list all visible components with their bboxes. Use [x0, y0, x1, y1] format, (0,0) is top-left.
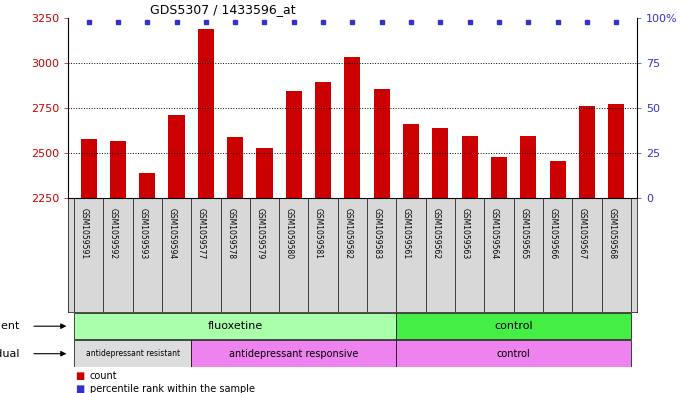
Bar: [197, 29, 214, 198]
Text: ■: ■: [75, 371, 84, 381]
Bar: [345, 57, 360, 198]
Bar: [403, 124, 419, 198]
Text: GSM1059581: GSM1059581: [314, 208, 323, 259]
Text: GSM1059593: GSM1059593: [138, 208, 147, 259]
Bar: [110, 141, 126, 198]
Text: control: control: [494, 321, 533, 331]
Bar: [257, 148, 272, 198]
Text: control: control: [496, 349, 530, 359]
Text: GSM1059591: GSM1059591: [80, 208, 89, 259]
Bar: [608, 103, 624, 198]
Text: count: count: [90, 371, 118, 381]
Text: GSM1059567: GSM1059567: [578, 208, 587, 259]
Bar: [432, 128, 448, 198]
Text: GSM1059562: GSM1059562: [431, 208, 441, 259]
Bar: [491, 157, 507, 198]
Text: GSM1059582: GSM1059582: [343, 208, 353, 259]
Text: antidepressant responsive: antidepressant responsive: [229, 349, 358, 359]
Bar: [579, 106, 595, 198]
Bar: [286, 91, 302, 198]
Text: GSM1059568: GSM1059568: [607, 208, 616, 259]
Bar: [227, 137, 243, 198]
Text: agent: agent: [0, 321, 20, 331]
Bar: [191, 340, 396, 367]
Text: GSM1059594: GSM1059594: [168, 208, 176, 259]
Text: individual: individual: [0, 349, 20, 359]
Text: antidepressant resistant: antidepressant resistant: [86, 349, 180, 358]
Text: GSM1059564: GSM1059564: [490, 208, 499, 259]
Text: GSM1059592: GSM1059592: [109, 208, 118, 259]
Text: ■: ■: [75, 384, 84, 393]
Bar: [520, 136, 537, 198]
Bar: [374, 89, 390, 198]
Text: GSM1059561: GSM1059561: [402, 208, 411, 259]
Text: GSM1059577: GSM1059577: [197, 208, 206, 259]
Text: GSM1059583: GSM1059583: [373, 208, 382, 259]
Bar: [139, 173, 155, 198]
Bar: [315, 82, 331, 198]
Bar: [80, 139, 97, 198]
Text: GSM1059566: GSM1059566: [549, 208, 558, 259]
Text: GDS5307 / 1433596_at: GDS5307 / 1433596_at: [150, 3, 296, 16]
Text: GSM1059563: GSM1059563: [460, 208, 470, 259]
Bar: [74, 340, 191, 367]
Text: GSM1059578: GSM1059578: [226, 208, 235, 259]
Text: GSM1059580: GSM1059580: [285, 208, 294, 259]
Bar: [74, 313, 396, 340]
Bar: [396, 340, 631, 367]
Bar: [168, 115, 185, 198]
Text: GSM1059565: GSM1059565: [520, 208, 528, 259]
Text: GSM1059579: GSM1059579: [255, 208, 264, 259]
Bar: [550, 160, 566, 198]
Bar: [396, 313, 631, 340]
Bar: [462, 136, 478, 198]
Text: fluoxetine: fluoxetine: [208, 321, 263, 331]
Text: percentile rank within the sample: percentile rank within the sample: [90, 384, 255, 393]
